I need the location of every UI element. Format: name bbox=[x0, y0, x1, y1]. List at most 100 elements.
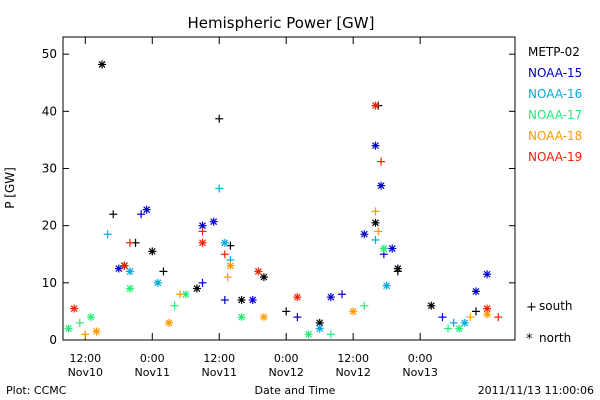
south-marker-symbol: + bbox=[526, 300, 537, 315]
data-point-south bbox=[438, 313, 447, 322]
data-point-north bbox=[254, 267, 263, 276]
data-point-north bbox=[455, 324, 464, 333]
legend-entry: NOAA-19 bbox=[528, 150, 582, 164]
y-axis-label: P [GW] bbox=[3, 167, 17, 209]
data-point-north bbox=[125, 284, 134, 293]
data-point-north bbox=[315, 324, 324, 333]
data-point-north bbox=[148, 247, 157, 256]
data-point-north bbox=[377, 181, 386, 190]
x-tick-label-date: Nov13 bbox=[402, 366, 437, 379]
legend-entry: NOAA-15 bbox=[528, 66, 582, 80]
data-point-south bbox=[326, 330, 335, 339]
data-point-south bbox=[81, 330, 90, 339]
x-tick-label-time: 0:00 bbox=[140, 352, 165, 365]
data-point-north bbox=[315, 318, 324, 327]
data-point-north bbox=[371, 218, 380, 227]
data-point-north bbox=[388, 244, 397, 253]
data-point-south bbox=[125, 238, 134, 247]
data-point-north bbox=[142, 205, 151, 214]
data-point-south bbox=[220, 250, 229, 259]
data-point-south bbox=[198, 227, 207, 236]
legend-entry: METP-02 bbox=[528, 45, 580, 59]
footer-timestamp: 2011/11/13 11:00:06 bbox=[478, 384, 594, 397]
data-point-south bbox=[449, 318, 458, 327]
data-point-north bbox=[293, 293, 302, 302]
data-points bbox=[64, 60, 503, 339]
data-point-north bbox=[86, 313, 95, 322]
data-point-south bbox=[103, 230, 112, 239]
x-axis-label: Date and Time bbox=[255, 384, 336, 397]
north-marker-symbol: * bbox=[526, 332, 533, 347]
data-point-north bbox=[64, 324, 73, 333]
data-point-south bbox=[360, 301, 369, 310]
data-point-north bbox=[371, 141, 380, 150]
x-tick-label-date: Nov12 bbox=[335, 366, 370, 379]
data-point-north bbox=[70, 304, 79, 313]
y-tick-label: 20 bbox=[42, 219, 57, 233]
data-point-south bbox=[466, 313, 475, 322]
data-point-north bbox=[483, 270, 492, 279]
data-point-south bbox=[471, 307, 480, 316]
legend-entry: NOAA-18 bbox=[528, 129, 582, 143]
chart-title: Hemispheric Power [GW] bbox=[188, 14, 375, 32]
data-point-north bbox=[382, 281, 391, 290]
data-point-north bbox=[120, 261, 129, 270]
y-tick-label: 0 bbox=[49, 333, 57, 347]
marker-key: + south * north bbox=[526, 299, 573, 347]
north-marker-label: north bbox=[539, 331, 571, 345]
x-axis-ticks: 12:00Nov100:00Nov1112:00Nov110:00Nov1212… bbox=[68, 37, 438, 379]
data-point-north bbox=[460, 318, 469, 327]
data-point-south bbox=[159, 267, 168, 276]
data-point-south bbox=[215, 184, 224, 193]
data-point-north bbox=[393, 264, 402, 273]
data-point-south bbox=[223, 273, 232, 282]
data-point-north bbox=[379, 244, 388, 253]
data-point-south bbox=[371, 207, 380, 216]
data-point-north bbox=[326, 293, 335, 302]
data-point-north bbox=[471, 287, 480, 296]
y-tick-label: 10 bbox=[42, 276, 57, 290]
data-point-north bbox=[360, 230, 369, 239]
data-point-north bbox=[92, 327, 101, 336]
x-tick-label-time: 0:00 bbox=[408, 352, 433, 365]
x-tick-label-time: 12:00 bbox=[69, 352, 101, 365]
data-point-north bbox=[125, 267, 134, 276]
data-point-south bbox=[374, 227, 383, 236]
data-point-north bbox=[349, 307, 358, 316]
x-tick-label-time: 12:00 bbox=[337, 352, 369, 365]
data-point-north bbox=[427, 301, 436, 310]
data-point-south bbox=[198, 278, 207, 287]
x-tick-label-date: Nov11 bbox=[135, 366, 170, 379]
x-tick-label-time: 12:00 bbox=[203, 352, 235, 365]
y-tick-label: 50 bbox=[42, 47, 57, 61]
legend: METP-02 NOAA-15 NOAA-16 NOAA-17 NOAA-18 NOAA-… bbox=[528, 45, 582, 164]
data-point-south bbox=[494, 313, 503, 322]
data-point-north bbox=[153, 278, 162, 287]
data-point-north bbox=[259, 273, 268, 282]
x-tick-label-date: Nov12 bbox=[268, 366, 303, 379]
data-point-south bbox=[109, 210, 118, 219]
data-point-south bbox=[75, 318, 84, 327]
data-point-north bbox=[483, 304, 492, 313]
data-point-north bbox=[237, 295, 246, 304]
data-point-north bbox=[98, 60, 107, 69]
data-point-north bbox=[165, 318, 174, 327]
data-point-north bbox=[371, 101, 380, 110]
data-point-north bbox=[237, 313, 246, 322]
legend-entry: NOAA-17 bbox=[528, 108, 582, 122]
data-point-north bbox=[198, 238, 207, 247]
data-point-north bbox=[192, 284, 201, 293]
data-point-south bbox=[215, 114, 224, 123]
data-point-north bbox=[226, 261, 235, 270]
y-axis-ticks: 0 10 20 30 40 50 bbox=[42, 47, 515, 347]
data-point-south bbox=[371, 235, 380, 244]
data-point-south bbox=[220, 295, 229, 304]
data-point-south bbox=[293, 313, 302, 322]
plot-frame bbox=[62, 36, 516, 341]
data-point-south bbox=[282, 307, 291, 316]
legend-entry: NOAA-16 bbox=[528, 87, 582, 101]
data-point-north bbox=[220, 238, 229, 247]
data-point-south bbox=[176, 290, 185, 299]
data-point-north bbox=[259, 313, 268, 322]
